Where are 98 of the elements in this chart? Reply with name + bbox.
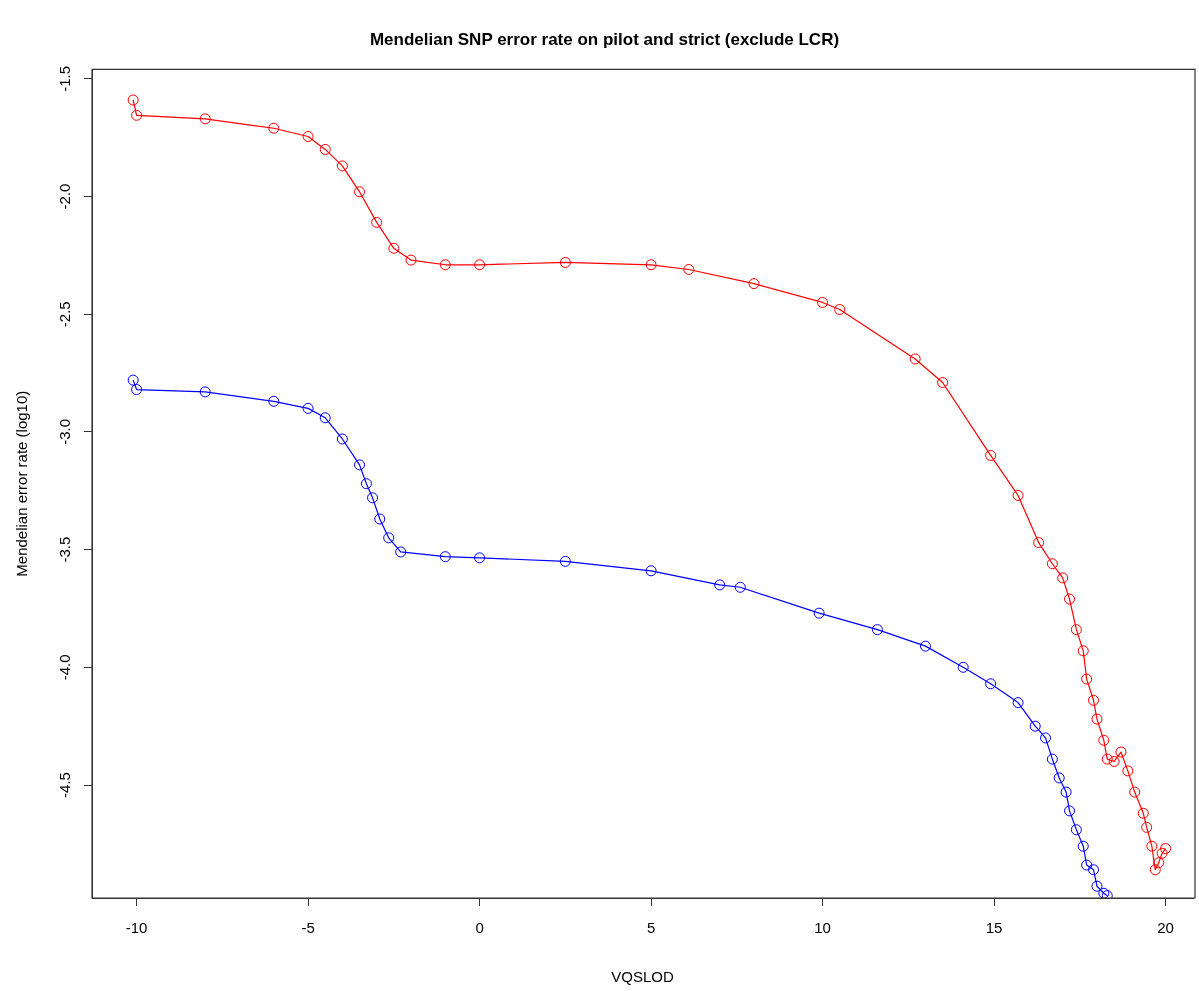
- point: [1057, 572, 1069, 584]
- point: [817, 296, 829, 308]
- point: [559, 555, 571, 567]
- point: [1012, 697, 1024, 709]
- x-tick-label: 10: [814, 919, 831, 937]
- y-axis-title: Mendelian error rate (log10): [13, 390, 31, 577]
- point: [1060, 786, 1072, 798]
- point: [374, 513, 386, 525]
- y-tick-label: -2.5: [56, 301, 74, 328]
- point: [1160, 843, 1172, 855]
- point: [1088, 864, 1100, 876]
- point: [302, 130, 314, 142]
- point: [1141, 821, 1153, 833]
- point: [439, 551, 451, 563]
- point: [1153, 857, 1165, 869]
- point: [1088, 694, 1100, 706]
- point: [1040, 732, 1052, 744]
- x-tick-label: -5: [301, 919, 315, 937]
- point: [1033, 537, 1045, 549]
- point: [957, 661, 969, 673]
- point: [336, 160, 348, 172]
- point: [336, 433, 348, 445]
- point: [645, 565, 657, 577]
- point: [474, 552, 486, 564]
- x-axis-title: VQSLOD: [611, 968, 674, 986]
- point: [1122, 765, 1134, 777]
- point: [1149, 864, 1161, 876]
- point: [1137, 807, 1149, 819]
- point: [1091, 713, 1103, 725]
- point: [919, 640, 931, 652]
- point: [1077, 840, 1089, 852]
- point: [199, 113, 211, 125]
- point: [985, 449, 997, 461]
- x-tick-label: -10: [125, 919, 148, 937]
- point: [813, 607, 825, 619]
- point: [1101, 753, 1113, 765]
- point: [1081, 673, 1093, 685]
- point: [1146, 840, 1158, 852]
- point: [714, 579, 726, 591]
- x-tick-label: 15: [985, 919, 1003, 937]
- point: [354, 459, 366, 471]
- point: [1156, 847, 1168, 859]
- point: [199, 386, 211, 398]
- point: [302, 402, 314, 414]
- point: [268, 395, 280, 407]
- x-tick-label: 20: [1157, 919, 1174, 937]
- point: [439, 259, 451, 271]
- point: [127, 94, 139, 106]
- point: [1091, 880, 1103, 892]
- point: [1064, 805, 1076, 817]
- chart-title: Mendelian SNP error rate on pilot and strict (exclude LCR): [369, 29, 840, 49]
- y-tick-label: -4.0: [56, 654, 74, 681]
- point: [1129, 786, 1141, 798]
- point: [268, 122, 280, 134]
- point: [131, 384, 143, 396]
- point: [127, 374, 139, 386]
- point: [405, 254, 417, 266]
- point: [319, 143, 331, 155]
- point: [734, 581, 746, 593]
- point: [1115, 746, 1127, 758]
- point: [395, 546, 407, 558]
- point: [371, 216, 383, 228]
- point: [1046, 753, 1058, 765]
- point: [834, 304, 846, 316]
- point: [748, 278, 760, 290]
- point: [1098, 734, 1110, 746]
- point: [1046, 558, 1058, 570]
- point: [1029, 720, 1041, 732]
- y-tick-label: -1.5: [56, 65, 74, 92]
- point: [354, 186, 366, 198]
- point: [474, 259, 486, 271]
- y-tick-label: -3.0: [56, 418, 74, 445]
- y-tick-label: -2.0: [56, 183, 74, 210]
- point: [360, 478, 372, 490]
- point: [1070, 824, 1082, 836]
- point: [985, 678, 997, 690]
- point: [937, 376, 949, 388]
- point: [1108, 755, 1120, 767]
- point: [1077, 645, 1089, 657]
- point: [645, 259, 657, 271]
- point: [383, 532, 395, 544]
- point: [1081, 859, 1093, 871]
- y-tick-label: -4.5: [56, 772, 74, 798]
- point: [909, 353, 921, 365]
- point: [559, 256, 571, 268]
- x-tick-label: 5: [646, 919, 656, 937]
- point: [388, 242, 400, 254]
- point: [683, 263, 695, 275]
- point: [1053, 772, 1065, 784]
- point: [871, 624, 883, 636]
- point: [131, 109, 143, 121]
- point: [1064, 593, 1076, 605]
- x-tick-label: 0: [475, 919, 484, 937]
- point: [319, 412, 331, 424]
- point: [1070, 624, 1082, 636]
- point: [1012, 489, 1024, 501]
- y-tick-label: -3.5: [56, 536, 74, 563]
- point: [367, 492, 379, 504]
